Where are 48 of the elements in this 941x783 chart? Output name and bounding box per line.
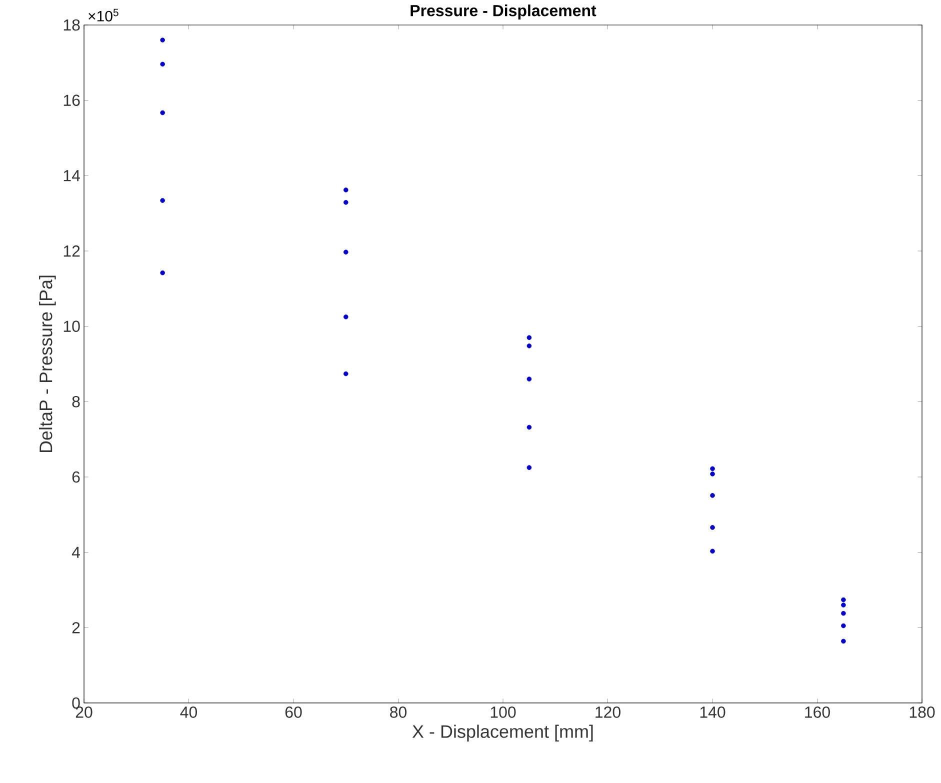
y-tick-label: 6: [72, 471, 80, 483]
point: [526, 335, 532, 340]
x-axis-title: X - Displacement [mm]: [412, 724, 593, 742]
point: [343, 250, 348, 255]
chart-title: Pressure - Displacement: [410, 4, 596, 20]
point: [160, 110, 165, 116]
x-tick-label: 140: [700, 706, 726, 718]
point: [710, 548, 715, 554]
x-tick-label: 60: [285, 706, 302, 718]
point: [343, 371, 348, 376]
x-tick-label: 20: [76, 706, 92, 718]
x-tick-label: 160: [805, 706, 830, 718]
y-tick-label: 10: [64, 320, 80, 332]
x-tick-label: 180: [910, 706, 935, 718]
y-tick-label: 12: [64, 245, 80, 257]
point: [841, 597, 846, 602]
x-tick-label: 80: [390, 706, 407, 718]
point: [841, 602, 846, 608]
point: [841, 623, 846, 628]
y-tick-label: 18: [64, 19, 80, 31]
point: [710, 466, 715, 472]
point: [526, 376, 532, 382]
y-tick-label: 2: [72, 622, 80, 634]
point: [343, 188, 348, 192]
point: [343, 314, 348, 320]
y-tick-label: 0: [72, 697, 80, 709]
point: [160, 62, 165, 67]
point: [841, 638, 846, 644]
point: [710, 472, 715, 476]
point: [160, 270, 165, 276]
point: [526, 465, 532, 470]
point: [160, 198, 165, 203]
x-tick-label: 40: [180, 706, 198, 718]
y-tick-label: 4: [72, 546, 80, 558]
point: [526, 344, 532, 348]
y-tick-label: 16: [64, 94, 80, 106]
x-tick-label: 100: [490, 706, 516, 718]
y-tick-label: 14: [64, 170, 80, 182]
point: [160, 38, 165, 42]
y-axis-title: DeltaP - Pressure [Pa]: [39, 276, 56, 452]
point: [710, 525, 715, 530]
x-tick-label: 120: [596, 706, 620, 718]
point: [710, 493, 715, 498]
y-tick-label: 8: [72, 396, 80, 408]
point: [343, 200, 348, 205]
point: [526, 424, 532, 430]
text: ×10$^{5}$: [88, 8, 118, 22]
point: [841, 610, 846, 616]
